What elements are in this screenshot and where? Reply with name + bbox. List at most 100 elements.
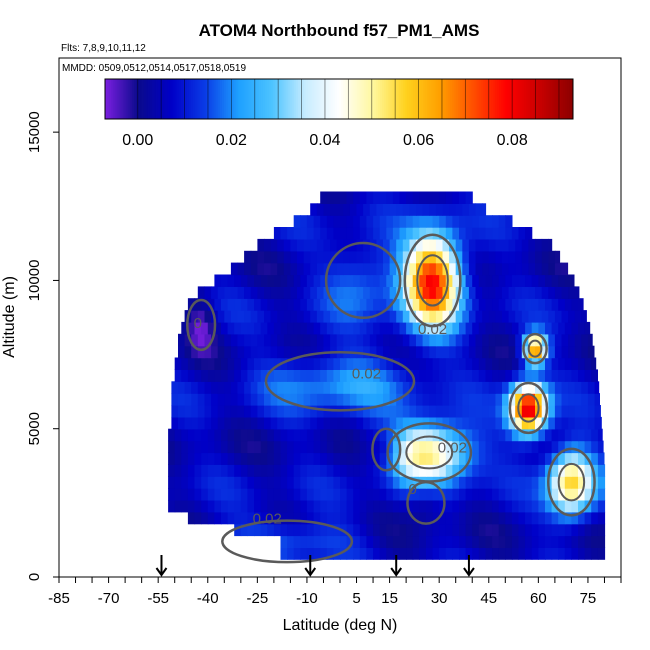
heatmap-cell <box>343 310 351 323</box>
heatmap-cell <box>320 428 328 442</box>
contour-line <box>324 241 402 320</box>
heatmap-cell <box>207 298 215 311</box>
heatmap-cell <box>287 464 295 477</box>
heatmap-cell <box>197 381 205 394</box>
heatmap-cell <box>468 333 477 347</box>
heatmap-cell <box>333 511 341 525</box>
heatmap-cell <box>452 274 460 287</box>
heatmap-cell <box>363 262 371 276</box>
colorbar-swatch <box>261 79 264 119</box>
colorbar-swatch <box>202 79 205 119</box>
heatmap-cell <box>260 440 268 454</box>
heatmap-cell <box>439 298 447 311</box>
y-tick-label: 15000 <box>26 111 43 153</box>
heatmap-cell <box>531 499 539 513</box>
heatmap-cell <box>422 381 430 394</box>
heatmap-cell <box>439 274 447 287</box>
heatmap-cell <box>396 416 404 430</box>
flights-note: Flts: 7,8,9,10,11,12 <box>61 43 146 54</box>
heatmap-cell <box>584 547 592 560</box>
heatmap-cell <box>459 227 467 240</box>
heatmap-cell <box>416 393 424 406</box>
heatmap-cell <box>426 215 434 228</box>
heatmap-cell <box>515 333 523 347</box>
heatmap-cell <box>187 357 196 370</box>
heatmap-cell <box>578 440 586 454</box>
heatmap-cell <box>260 476 268 489</box>
heatmap-cell <box>264 333 272 347</box>
heatmap-cell <box>468 262 477 276</box>
colorbar-swatch <box>485 79 488 119</box>
heatmap-cell <box>475 203 483 216</box>
heatmap-cell <box>366 440 374 454</box>
heatmap-cell <box>297 286 305 299</box>
heatmap-cell <box>240 369 248 382</box>
heatmap-cell <box>283 262 291 276</box>
heatmap-cell <box>452 440 460 454</box>
heatmap-cell <box>419 440 427 454</box>
heatmap-cell <box>376 405 384 418</box>
colorbar-swatch <box>327 79 330 119</box>
heatmap-cell <box>541 262 549 276</box>
colorbar-swatch <box>526 79 529 119</box>
heatmap-cell <box>224 286 232 299</box>
heatmap-cell <box>554 286 563 299</box>
heatmap-cell <box>336 393 344 406</box>
heatmap-cell <box>300 428 308 442</box>
heatmap-cell <box>419 511 427 525</box>
heatmap-cell <box>406 428 414 442</box>
heatmap-cell <box>492 298 500 311</box>
heatmap-cell <box>353 369 361 382</box>
colorbar-swatch <box>140 79 143 119</box>
colorbar-swatch <box>134 79 137 119</box>
heatmap-cell <box>313 511 321 525</box>
heatmap-cell <box>346 464 354 477</box>
heatmap-cell <box>201 464 209 477</box>
heatmap-cell <box>439 547 447 560</box>
heatmap-cell <box>406 321 414 335</box>
heatmap-cell <box>432 452 440 465</box>
heatmap-cell <box>340 274 348 287</box>
heatmap-cell <box>455 416 463 430</box>
heatmap-cell <box>187 440 196 454</box>
heatmap-cell <box>462 405 470 418</box>
heatmap-cell <box>386 535 394 548</box>
heatmap-cell <box>518 298 526 311</box>
colorbar-tick-label: 0.00 <box>122 132 153 149</box>
heatmap-cell <box>356 416 364 430</box>
colorbar-swatch <box>120 79 123 119</box>
heatmap-cell <box>300 452 308 465</box>
heatmap-cell <box>508 286 516 299</box>
heatmap-cell <box>234 428 242 442</box>
heatmap-cell <box>217 286 225 299</box>
heatmap-cell <box>587 381 596 394</box>
colorbar-swatch <box>389 79 393 119</box>
colorbar-swatch <box>452 79 455 119</box>
heatmap-cell <box>478 476 486 489</box>
heatmap-cell <box>584 428 592 442</box>
heatmap-cell <box>495 238 503 252</box>
colorbar-swatch <box>358 79 361 119</box>
heatmap-cell <box>538 440 546 454</box>
heatmap-cell <box>221 476 229 489</box>
heatmap-cell <box>306 369 315 382</box>
heatmap-cell <box>432 369 440 382</box>
heatmap-cell <box>392 452 401 465</box>
heatmap-cell <box>511 499 520 513</box>
heatmap-cell <box>316 393 325 406</box>
heatmap-cell <box>558 535 566 548</box>
colorbar-swatch <box>337 79 340 119</box>
heatmap-cell <box>564 440 572 454</box>
colorbar-swatch <box>491 79 494 119</box>
heatmap-cell <box>432 488 440 501</box>
heatmap-cell <box>221 298 229 311</box>
heatmap-cell <box>356 238 364 252</box>
heatmap-cell <box>227 428 235 442</box>
heatmap-cell <box>538 428 546 442</box>
heatmap-cell <box>564 488 572 501</box>
heatmap-cell <box>412 464 420 477</box>
heatmap-cell <box>472 476 480 489</box>
heatmap-cell <box>353 476 361 489</box>
heatmap-cell <box>270 333 278 347</box>
heatmap-cell <box>201 488 209 501</box>
